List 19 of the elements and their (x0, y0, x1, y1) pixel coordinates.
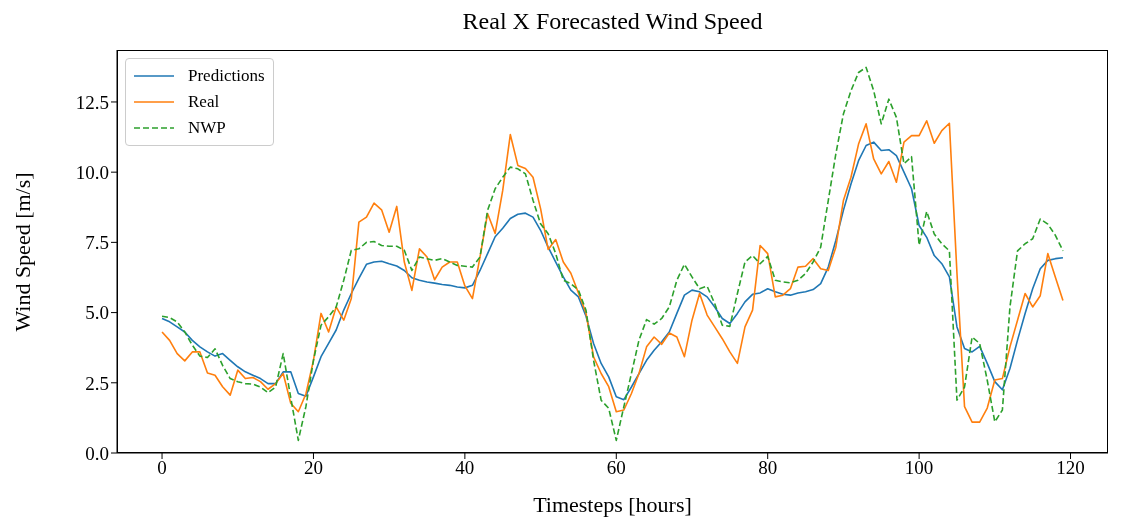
x-tick-label: 20 (303, 457, 323, 479)
x-tick-label: 0 (157, 457, 167, 479)
x-tick-label: 80 (758, 457, 778, 479)
x-tick-label: 100 (904, 457, 934, 479)
y-tick-label: 2.5 (85, 372, 109, 394)
y-tick-label: 12.5 (75, 91, 109, 113)
x-axis-title: Timesteps [hours] (533, 492, 692, 517)
legend-label: Real (188, 92, 220, 112)
y-tick-label: 7.5 (85, 232, 109, 254)
x-tick-label: 60 (606, 457, 626, 479)
x-tick-label: 40 (455, 457, 475, 479)
y-tick-label: 10.0 (75, 161, 109, 183)
legend-label: Predictions (188, 66, 265, 86)
y-tick-label: 5.0 (85, 302, 109, 324)
x-tick-label: 120 (1056, 457, 1085, 479)
chart-title: Real X Forecasted Wind Speed (461, 8, 764, 35)
y-tick-label: 0.0 (85, 442, 109, 464)
y-axis-title: Wind Speed [m/s] (10, 170, 36, 334)
legend-label: NWP (188, 118, 226, 138)
